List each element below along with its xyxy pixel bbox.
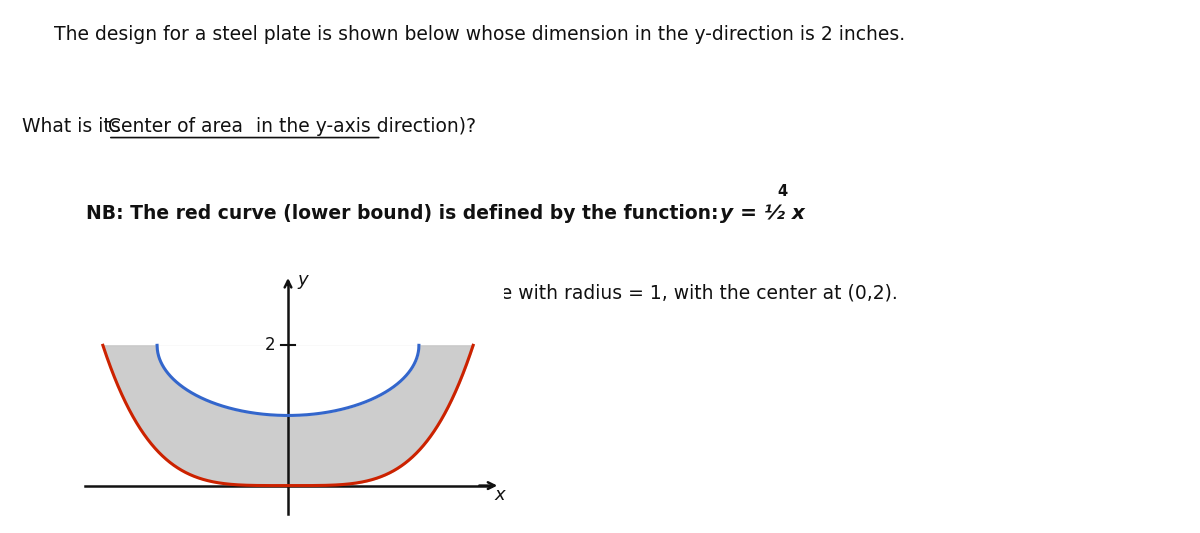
Text: What is its: What is its: [22, 117, 126, 136]
Text: Center of area: Center of area: [108, 117, 242, 136]
Text: x: x: [494, 487, 505, 504]
Text: y = ½ x: y = ½ x: [720, 204, 805, 223]
Text: y: y: [298, 271, 307, 289]
Text: NB: The red curve (lower bound) is defined by the function:: NB: The red curve (lower bound) is defin…: [86, 204, 732, 223]
Text: in the y-axis direction)?: in the y-axis direction)?: [250, 117, 475, 136]
Text: 2: 2: [264, 336, 275, 354]
Text: The blue curve (upper bound) is a semi-circle with radius = 1, with the center a: The blue curve (upper bound) is a semi-c…: [86, 285, 898, 303]
Text: The design for a steel plate is shown below whose dimension in the y-direction i: The design for a steel plate is shown be…: [54, 25, 905, 44]
Text: 4: 4: [778, 184, 787, 199]
